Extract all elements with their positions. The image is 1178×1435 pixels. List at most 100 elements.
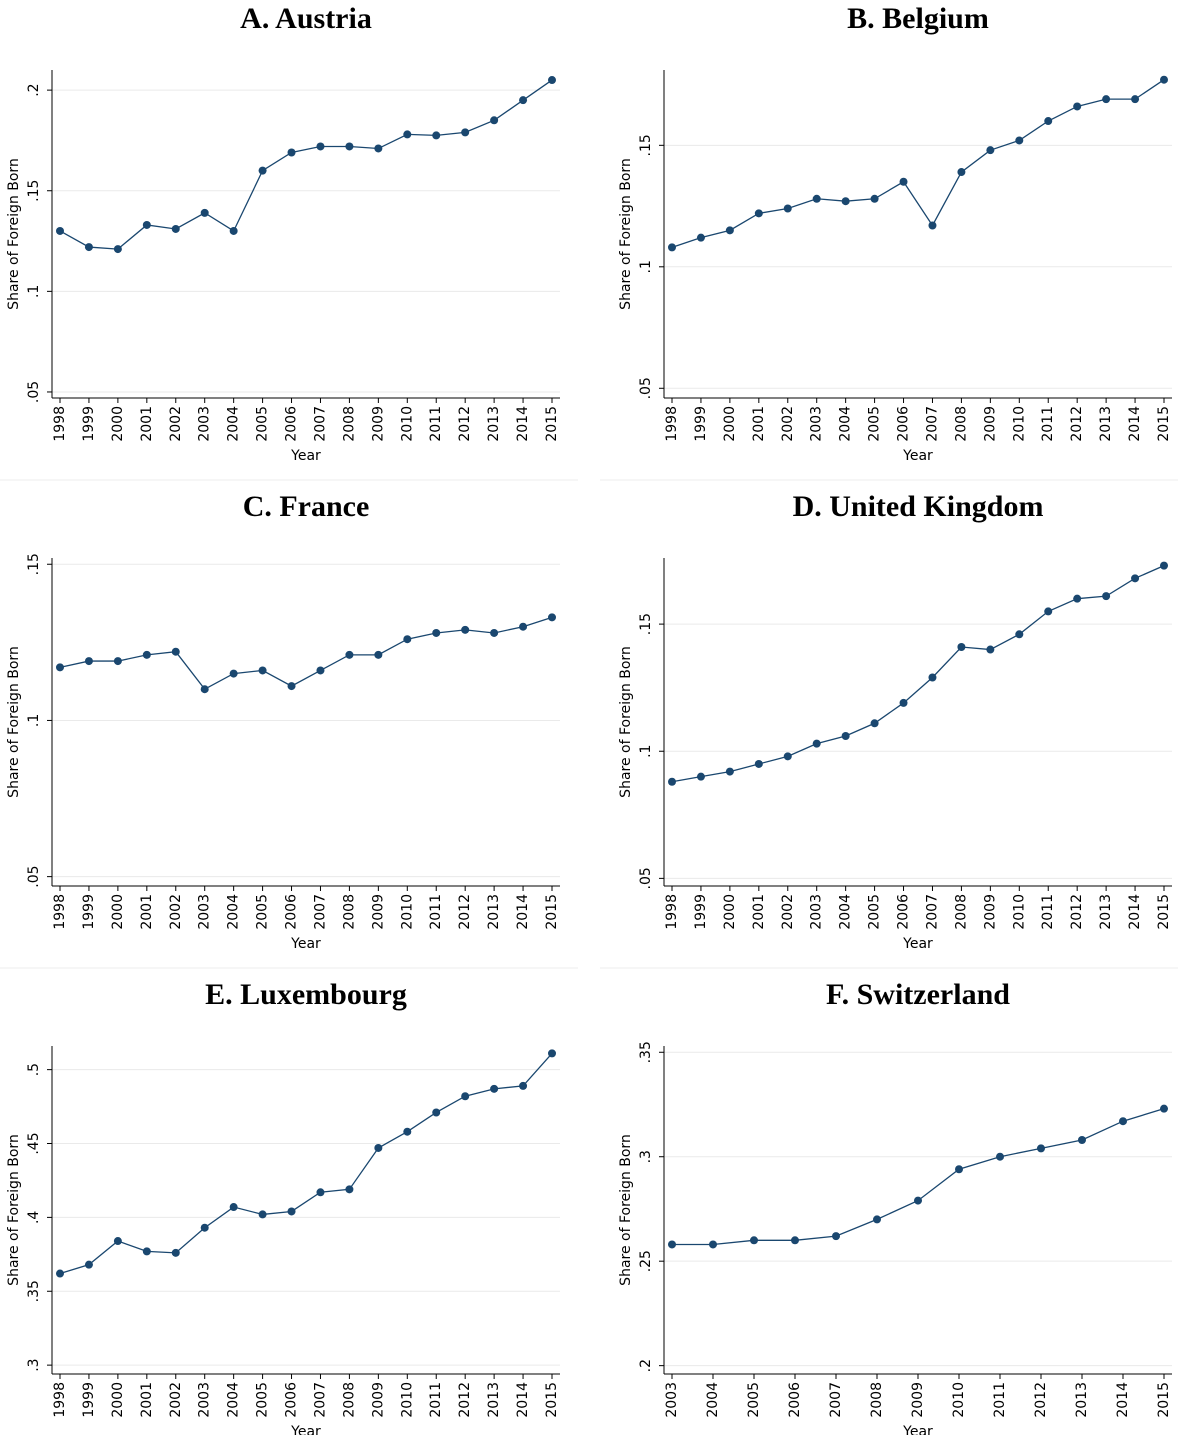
point [1131,574,1140,583]
point [696,772,705,781]
point [316,142,325,151]
point [1102,592,1111,601]
panel: C. France .05 .1 .15 1998 1999 2000 2001 2002 200… [6,490,560,952]
x-tick-label: 2000 [110,894,126,930]
point [171,1248,180,1257]
point [171,647,180,656]
point [668,777,676,786]
y-tick-label: .05 [638,377,654,399]
x-axis-title: Year [290,1424,321,1435]
y-tick-label: .2 [638,1359,654,1372]
panel: F. Switzerland .2 .25 .3 .35 2003 2004 2005 2006… [618,978,1172,1435]
point [374,650,383,659]
point [403,635,412,644]
x-tick-label: 2003 [664,1382,680,1418]
point [1078,1136,1086,1145]
y-tick-label: .15 [26,180,42,202]
point [258,666,267,675]
point [1102,95,1111,104]
x-tick-label: 2014 [515,406,531,442]
x-tick-label: 2008 [953,406,969,442]
x-tick-label: 2015 [1156,406,1172,442]
x-tick-label: 2003 [809,406,825,442]
point [709,1240,717,1249]
y-tick-label: .05 [26,381,42,403]
y-axis-title: Share of Foreign Born [618,646,634,798]
x-tick-label: 2005 [867,894,883,930]
x-tick-label: 2015 [1156,1382,1172,1418]
x-tick-label: 2012 [1033,1382,1049,1418]
point [432,628,441,637]
x-tick-label: 2010 [399,1382,415,1418]
series-line [59,79,553,250]
x-tick-label: 2000 [722,406,738,442]
y-axis-title: Share of Foreign Born [6,1134,22,1286]
x-tick-label: 2004 [226,1382,242,1418]
y-tick-label: .45 [26,1132,42,1154]
x-tick-label: 2006 [284,1382,300,1418]
y-tick-label: .3 [26,1358,42,1371]
point [84,1260,93,1269]
point [519,96,528,105]
x-tick-label: 2009 [982,894,998,930]
x-axis-title: Year [902,448,933,464]
point [461,1092,470,1101]
point [1073,594,1082,603]
y-axis-title: Share of Foreign Born [618,158,634,310]
point [490,628,499,637]
point [812,739,821,748]
x-tick-label: 2011 [428,894,444,930]
x-tick-label: 2004 [705,1382,721,1418]
point [287,682,296,691]
x-tick-label: 2003 [197,406,213,442]
x-tick-label: 2008 [953,894,969,930]
point [461,625,470,634]
y-axis-title: Share of Foreign Born [6,158,22,310]
x-tick-label: 2006 [284,894,300,930]
x-tick-label: 2012 [1069,894,1085,930]
x-axis-title: Year [902,936,933,952]
x-tick-label: 2003 [197,1382,213,1418]
x-tick-label: 2003 [197,894,213,930]
point [832,1232,840,1241]
point [84,243,93,252]
point [783,204,792,213]
y-tick-label: .25 [638,1250,654,1272]
x-tick-label: 2014 [1115,1382,1131,1418]
x-tick-label: 2005 [867,406,883,442]
x-tick-label: 2007 [924,406,940,442]
x-tick-label: 2015 [544,894,560,930]
point [996,1152,1004,1161]
point [316,1188,325,1197]
x-tick-label: 1999 [81,894,97,930]
y-tick-label: .3 [638,1150,654,1163]
x-tick-label: 1998 [52,1382,68,1418]
series-line [59,1052,553,1275]
point [1015,136,1024,145]
x-tick-label: 1998 [664,406,680,442]
x-axis-title: Year [902,1424,933,1435]
x-tick-label: 2014 [515,1382,531,1418]
x-tick-label: 2005 [255,406,271,442]
point [1119,1117,1127,1126]
point [873,1215,881,1224]
point [113,245,122,254]
x-tick-label: 2008 [341,406,357,442]
x-tick-label: 2002 [780,894,796,930]
x-tick-label: 2002 [780,406,796,442]
point [1044,607,1053,616]
x-axis-title: Year [290,448,321,464]
x-tick-label: 2004 [838,894,854,930]
point [725,226,734,235]
point [229,669,238,678]
x-tick-label: 2010 [399,894,415,930]
x-axis-title: Year [290,936,321,952]
point [403,130,412,139]
point [955,1165,963,1174]
x-tick-label: 2013 [486,1382,502,1418]
point [754,759,763,768]
x-tick-label: 2007 [924,894,940,930]
x-tick-label: 2015 [1156,894,1172,930]
point [668,1240,676,1249]
